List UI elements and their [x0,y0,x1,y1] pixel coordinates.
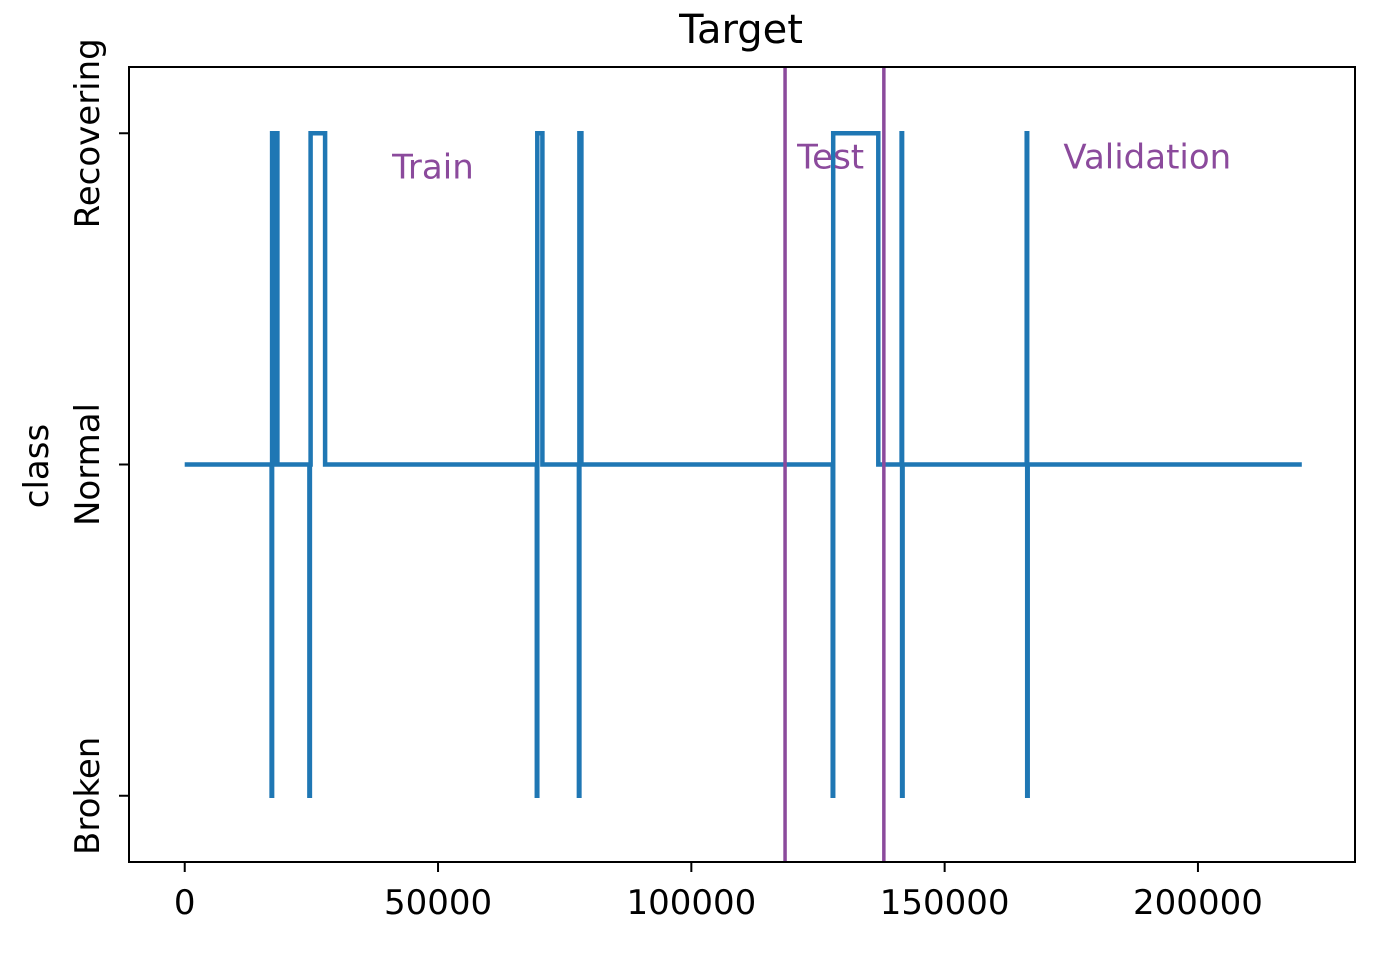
region-label-test: Test [796,137,864,177]
region-label-validation: Validation [1063,137,1231,177]
x-tick-label: 150000 [880,883,1010,923]
y-tick-label: Broken [68,737,108,855]
series-line-0 [184,131,1302,799]
x-tick-label: 0 [174,883,196,923]
y-tick-label: Recovering [68,38,108,228]
region-label-train: Train [391,147,474,187]
x-axis: 0 50000 100000 150000 200000 [174,862,1263,923]
chart-title: Target [678,7,803,53]
region-labels: Train Test Validation [391,137,1231,187]
y-axis: Broken Normal Recovering [68,38,129,855]
y-tick-label: Normal [68,403,108,526]
y-axis-label: class [17,424,57,508]
x-tick-label: 50000 [384,883,492,923]
x-tick-label: 200000 [1133,883,1263,923]
plot-area [184,67,1302,862]
x-tick-label: 100000 [626,883,756,923]
